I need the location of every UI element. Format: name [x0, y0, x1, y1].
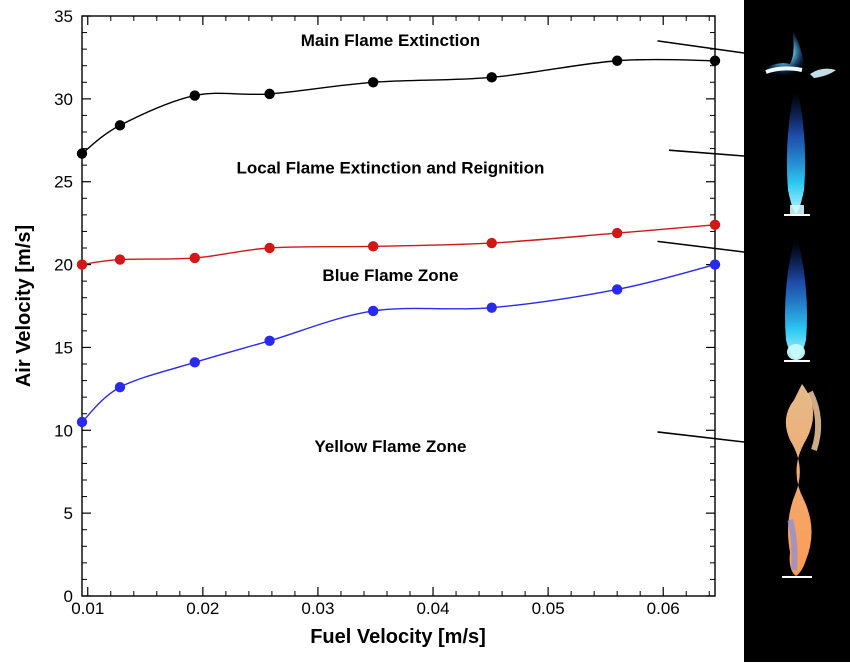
extinction-limit-series: [76, 55, 721, 159]
extinction-flame-photo: [758, 28, 836, 78]
region-label: Local Flame Extinction and Reignition: [236, 158, 544, 177]
x-axis-title: Fuel Velocity [m/s]: [310, 626, 486, 648]
extinction-limit-line: [81, 58, 716, 155]
y-axis-title: Air Velocity [m/s]: [13, 225, 35, 387]
leader-line: [657, 40, 744, 54]
blue-flame-limit-point: [709, 219, 721, 230]
yellow-flame-limit-point: [114, 382, 126, 393]
blue-flame-limit-point: [264, 242, 275, 254]
leader-lines: [657, 40, 744, 443]
extinction-limit-point: [264, 88, 275, 100]
region-labels: Main Flame Extinction Local Flame Extinct…: [236, 31, 544, 456]
blue-flame-limit-point: [486, 237, 497, 249]
x-tick-label: 0.02: [186, 599, 219, 618]
yellow-flame-limit-point: [486, 302, 497, 313]
yellow-flame-limit-point: [264, 335, 275, 346]
yellow-flame-limit-point: [367, 305, 379, 317]
x-tick-label: 0.06: [647, 599, 680, 618]
y-tick-label: 35: [54, 7, 73, 26]
region-label: Main Flame Extinction: [301, 31, 480, 50]
y-tick-label: 15: [54, 338, 73, 357]
flame-photo-strip: [744, 0, 850, 662]
extinction-limit-point: [367, 77, 379, 88]
yellow-flame-limit-point: [189, 357, 200, 368]
leader-line: [668, 149, 744, 157]
blue-flame-limit-point: [367, 241, 379, 252]
x-tick-label: 0.01: [71, 599, 104, 618]
extinction-limit-point: [76, 148, 88, 159]
yellow-flame-limit-point: [709, 259, 721, 270]
series-group: [76, 55, 721, 428]
extinction-limit-point: [709, 55, 721, 66]
y-tick-label: 5: [64, 504, 73, 523]
blue-flame-limit-series: [76, 219, 721, 270]
region-label: Yellow Flame Zone: [314, 437, 466, 456]
blue-flame-limit-point: [76, 259, 88, 270]
axis-ticks: [82, 15, 715, 597]
y-tick-label: 30: [54, 90, 73, 109]
extinction-limit-point: [189, 90, 200, 101]
extinction-limit-point: [486, 72, 497, 83]
blue-flame-limit-line: [81, 224, 716, 266]
leader-line: [657, 240, 744, 253]
blue-flame-limit-point: [611, 227, 623, 239]
y-tick-label: 10: [54, 421, 73, 440]
y-tick-label: 20: [54, 256, 73, 275]
leader-line: [657, 431, 744, 443]
yellow-flame-limit-point: [611, 284, 623, 295]
flame-regime-chart: 0.01 0.02 0.03 0.04 0.05 0.06 05101520253035 …: [13, 7, 744, 648]
blue-flame-photo: [784, 240, 810, 362]
yellow-flame-photo: [782, 384, 822, 578]
extinction-limit-point: [114, 120, 126, 131]
y-tick-label: 0: [64, 587, 73, 606]
y-tick-labels: 0 5 10 15 20 25 30 35: [54, 7, 73, 606]
plot-frame: [81, 15, 716, 597]
local-extinction-flame-photo: [784, 92, 810, 216]
yellow-flame-limit-point: [76, 416, 88, 428]
x-tick-labels: 0.01 0.02 0.03 0.04 0.05 0.06: [71, 599, 680, 618]
blue-flame-limit-point: [114, 254, 126, 265]
extinction-limit-point: [611, 55, 623, 66]
x-tick-label: 0.04: [416, 599, 449, 618]
x-tick-label: 0.03: [301, 599, 334, 618]
y-tick-label: 25: [54, 173, 73, 192]
region-label: Blue Flame Zone: [322, 266, 458, 285]
yellow-flame-limit-series: [76, 259, 721, 428]
blue-flame-limit-point: [189, 252, 200, 264]
x-tick-label: 0.05: [532, 599, 565, 618]
